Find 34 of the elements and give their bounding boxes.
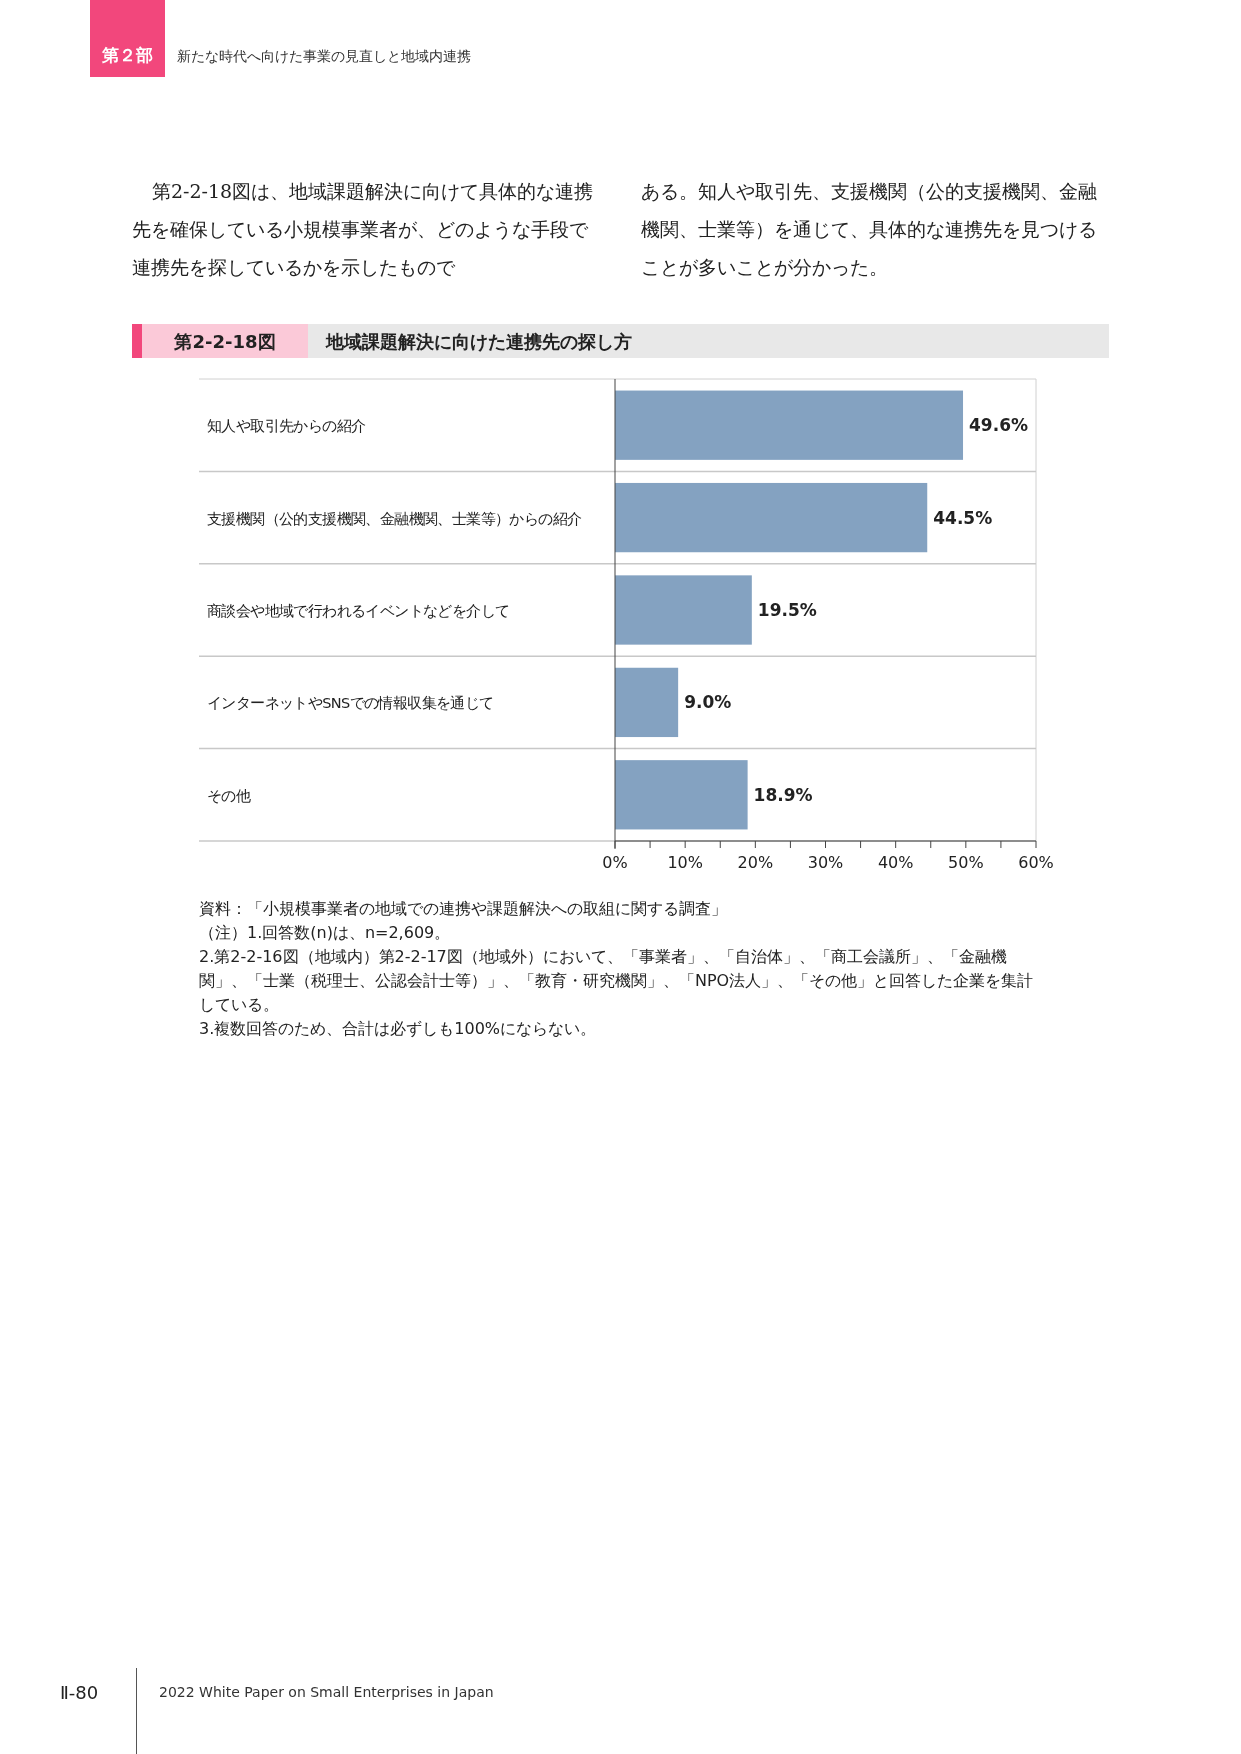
text: （注）1.回答数(n)は、n=2,609。 xyxy=(199,922,452,944)
x-tick-label: 40% xyxy=(877,853,914,872)
x-tick-label: 10% xyxy=(667,853,703,872)
text: ある。知人や取引先、支援機関（公的支援機関、金融機関、士業等）を通じて、具体的な連携先を見つけることが多いことが分かった。 xyxy=(641,179,1098,280)
y-tick-label: 支援機関（公的支援機関、金融機関、士業等）からの紹介 xyxy=(207,510,582,527)
x-tick-label: 60% xyxy=(1018,853,1054,872)
bar xyxy=(615,667,679,738)
bar xyxy=(615,482,928,553)
text: 資料：「小規模事業者の地域での連携や課題解決への取組に関する調査」 xyxy=(199,898,728,920)
y-tick-label: 商談会や地域で行われるイベントなどを介して xyxy=(207,603,510,619)
x-tick-label: 20% xyxy=(737,853,774,872)
x-tick-label: 0% xyxy=(602,853,628,872)
bar xyxy=(615,760,748,830)
bar xyxy=(615,575,752,645)
text: 新たな時代へ向けた事業の見直しと地域内連携 xyxy=(177,48,471,66)
x-tick-label: 30% xyxy=(807,853,844,872)
data-label: 44.5% xyxy=(933,507,993,528)
text: 2022 White Paper on Small Enterprises in Japan xyxy=(159,1684,494,1700)
data-label: 9.0% xyxy=(684,692,732,713)
data-label: 49.6% xyxy=(969,415,1029,436)
data-label: 18.9% xyxy=(753,784,813,805)
chart-title: 地域課題解決に向けた連携先の探し方 xyxy=(326,330,632,354)
x-tick-label: 50% xyxy=(948,853,984,872)
y-tick-label: その他 xyxy=(207,787,251,804)
text: 2.第2-2-16図（地域内）第2-2-17図（地域外）において、「事業者」、「自治体」、「商工会議所」、「金融機関」、「士業（税理士、公認会計士等）」、「教育・研究機関」、「NPO法人」、「その他」と回答した企業を集計している。 xyxy=(199,946,1035,1016)
text: Ⅱ-80 xyxy=(60,1682,99,1703)
bar xyxy=(615,390,964,460)
text: 第2-2-18図 xyxy=(173,330,277,354)
text: 第2-2-18図は、地域課題解決に向けて具体的な連携先を確保している小規模事業者が、どのような手段で連携先を探しているかを示したもので xyxy=(132,179,595,280)
y-tick-label: インターネットやSNSでの情報収集を通じて xyxy=(207,695,494,712)
y-tick-label: 知人や取引先からの紹介 xyxy=(207,418,366,435)
data-label: 19.5% xyxy=(757,600,817,620)
text: 3.複数回答のため、合計は必ずしも100%にならない。 xyxy=(199,1018,597,1040)
text: 第２部 xyxy=(101,44,154,67)
